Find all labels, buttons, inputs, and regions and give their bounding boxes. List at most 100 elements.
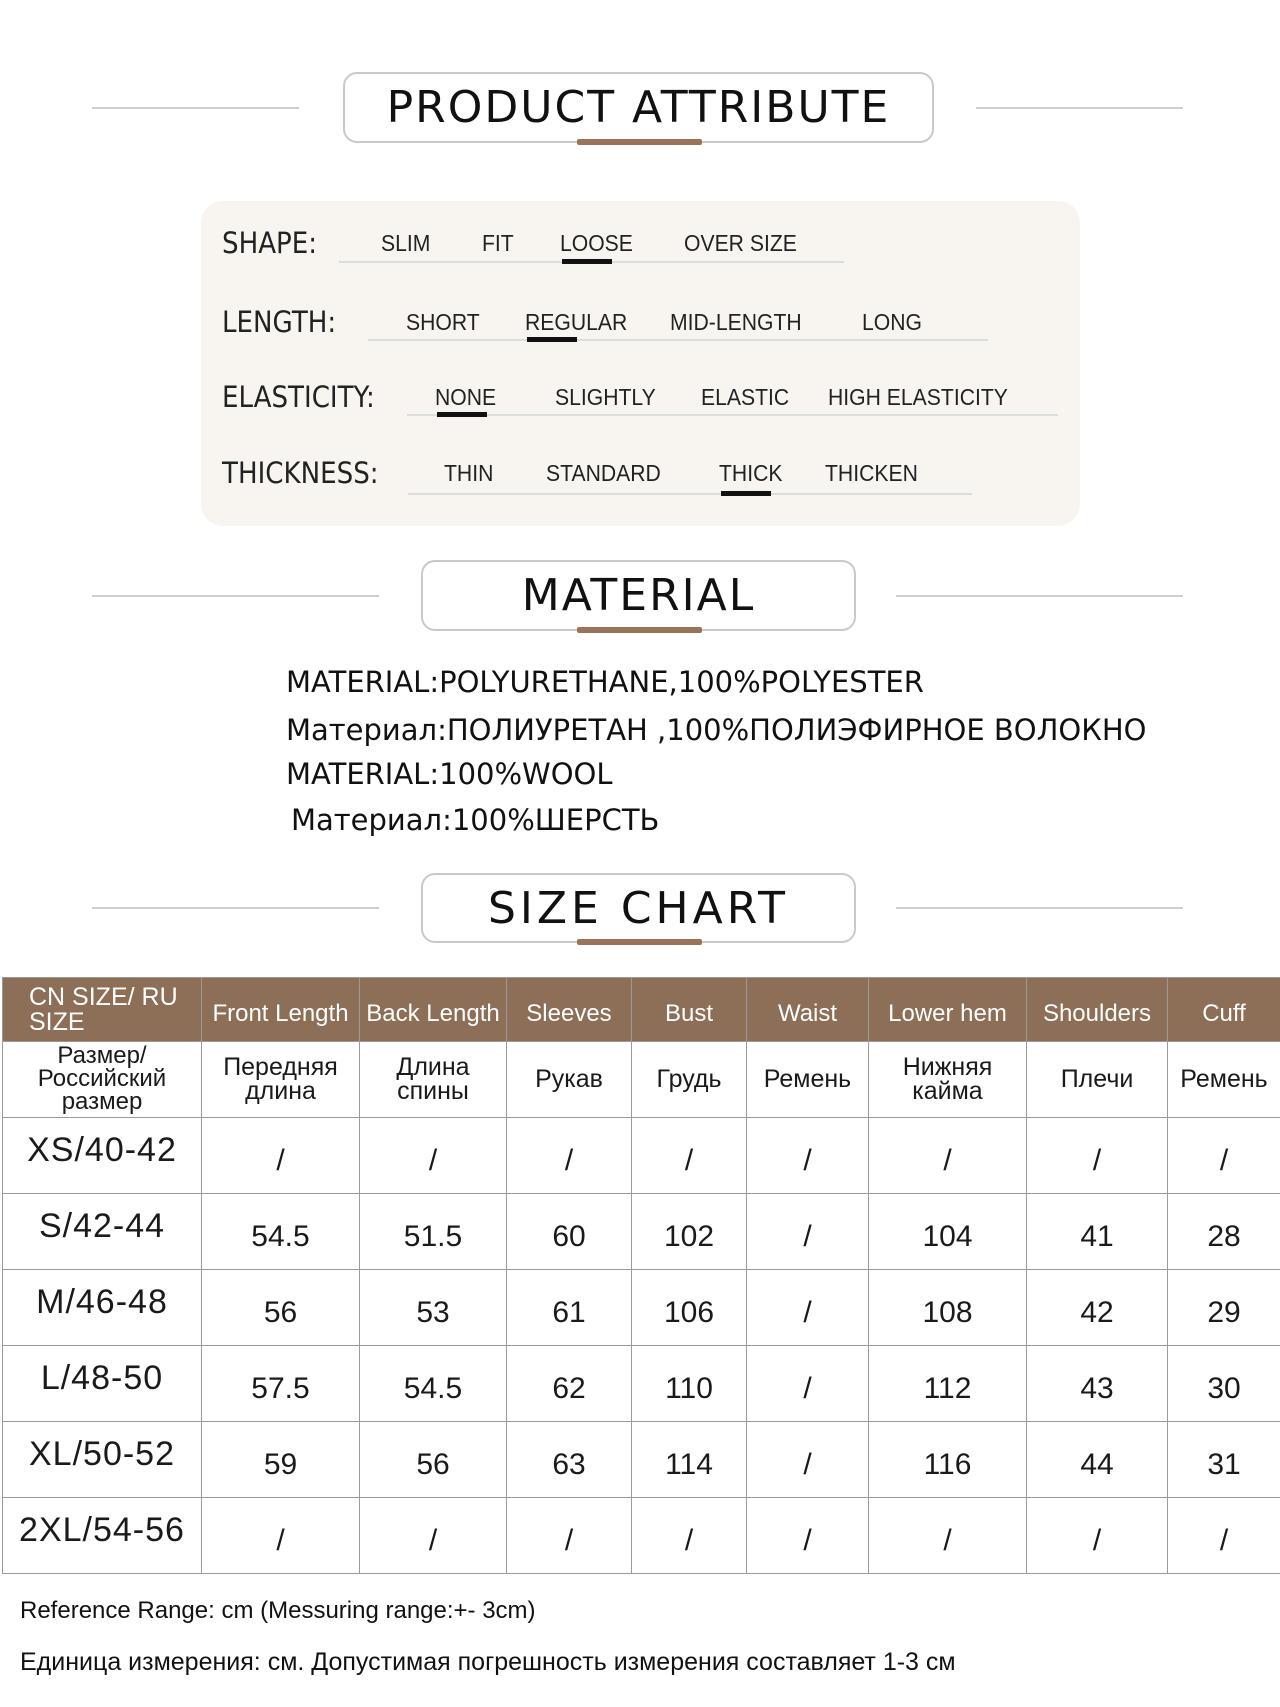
column-header: Bust <box>631 977 747 1042</box>
attribute-option: SLIM <box>381 230 431 256</box>
column-header: CN SIZE/ RU SIZE <box>2 977 202 1042</box>
material-line: MATERIAL:POLYURETHANE,100%POLYESTER <box>286 665 924 699</box>
table-row: XL/50-52 59 56 63 114/116 44 31 <box>2 1421 1280 1498</box>
attribute-option: LOOSE <box>560 230 633 256</box>
divider <box>92 107 299 109</box>
attribute-option: ELASTIC <box>701 384 790 410</box>
table-cell: 116 <box>868 1421 1027 1498</box>
table-cell: / <box>746 1269 869 1346</box>
table-cell: 44 <box>1026 1421 1168 1498</box>
column-header-ru: Длина спины <box>359 1041 507 1118</box>
column-header-ru: Грудь <box>631 1041 747 1118</box>
divider <box>92 907 379 909</box>
table-cell: 28 <box>1167 1193 1280 1270</box>
table-cell: 112 <box>868 1345 1027 1422</box>
size-chart-table: CN SIZE/ RU SIZE Front Length Back Length S… <box>2 977 1280 1574</box>
selected-marker <box>721 491 771 496</box>
size-cell: XL/50-52 <box>2 1421 202 1498</box>
table-cell: / <box>1167 1117 1280 1194</box>
table-cell: 43 <box>1026 1345 1168 1422</box>
column-header: Front Length <box>201 977 360 1042</box>
table-cell: / <box>506 1497 632 1574</box>
column-header: Cuff <box>1167 977 1280 1042</box>
table-cell: / <box>746 1345 869 1422</box>
attribute-label: SHAPE: <box>222 226 318 260</box>
section-title-size-chart: SIZE CHART <box>421 873 856 943</box>
attribute-option: OVER SIZE <box>684 230 797 256</box>
table-cell: 62 <box>506 1345 632 1422</box>
title-accent <box>577 939 702 945</box>
table-cell: 114 <box>631 1421 747 1498</box>
attribute-option: SHORT <box>406 309 480 335</box>
table-cell: / <box>868 1117 1027 1194</box>
column-header-ru: Ремень <box>1167 1041 1280 1118</box>
table-cell: 110 <box>631 1345 747 1422</box>
table-cell: / <box>506 1117 632 1194</box>
table-cell: 41 <box>1026 1193 1168 1270</box>
reference-note-ru: Единица измерения: см. Допустимая погреш… <box>20 1648 956 1676</box>
table-cell: 57.5 <box>201 1345 360 1422</box>
table-cell: / <box>359 1497 507 1574</box>
table-row: S/42-44 54.5 51.5 60 102/104 41 28 <box>2 1193 1280 1270</box>
attribute-rule <box>407 414 1058 416</box>
table-cell: 108 <box>868 1269 1027 1346</box>
table-cell: 63 <box>506 1421 632 1498</box>
table-cell: / <box>746 1497 869 1574</box>
attribute-label: ELASTICITY: <box>222 380 375 414</box>
material-line: Материал:ПОЛИУРЕТАН ,100%ПОЛИЭФИРНОЕ ВОЛ… <box>286 713 1147 747</box>
table-cell: 59 <box>201 1421 360 1498</box>
column-header-ru: Передняя длина <box>201 1041 360 1118</box>
table-cell: 30 <box>1167 1345 1280 1422</box>
column-header: Sleeves <box>506 977 632 1042</box>
attribute-label: THICKNESS: <box>222 456 379 490</box>
attribute-option: REGULAR <box>525 309 628 335</box>
table-cell: 60 <box>506 1193 632 1270</box>
table-row: L/48-50 57.5 54.5 62 110/112 43 30 <box>2 1345 1280 1422</box>
size-cell: L/48-50 <box>2 1345 202 1422</box>
table-cell: / <box>631 1117 747 1194</box>
table-cell: 56 <box>201 1269 360 1346</box>
table-cell: / <box>1026 1497 1168 1574</box>
table-cell: / <box>1167 1497 1280 1574</box>
attribute-option: THICKEN <box>825 460 918 486</box>
table-cell: 54.5 <box>201 1193 360 1270</box>
divider <box>92 595 379 597</box>
attribute-label: LENGTH: <box>222 305 337 339</box>
table-cell: 29 <box>1167 1269 1280 1346</box>
section-title-attribute: PRODUCT ATTRIBUTE <box>343 72 934 143</box>
table-cell: 104 <box>868 1193 1027 1270</box>
table-cell: 42 <box>1026 1269 1168 1346</box>
material-line: Материал:100%ШЕРСТЬ <box>291 803 660 837</box>
reference-note: Reference Range: cm (Messuring range:+- … <box>20 1597 536 1624</box>
selected-marker <box>437 412 487 417</box>
attribute-option: NONE <box>435 384 497 410</box>
attribute-rule <box>408 493 972 495</box>
table-row: M/46-48 56 53 61 106/108 42 29 <box>2 1269 1280 1346</box>
table-cell: 102 <box>631 1193 747 1270</box>
table-cell: / <box>868 1497 1027 1574</box>
attribute-option: THIN <box>444 460 494 486</box>
attribute-rule <box>368 339 988 341</box>
attribute-option: HIGH ELASTICITY <box>828 384 1008 410</box>
title-accent <box>577 139 702 145</box>
table-cell: 31 <box>1167 1421 1280 1498</box>
column-header-ru: Нижняя кайма <box>868 1041 1027 1118</box>
attribute-option: THICK <box>719 460 783 486</box>
size-cell: S/42-44 <box>2 1193 202 1270</box>
column-header-ru: Рукав <box>506 1041 632 1118</box>
table-cell: / <box>201 1117 360 1194</box>
column-header: Waist <box>746 977 869 1042</box>
table-cell: 61 <box>506 1269 632 1346</box>
table-cell: 51.5 <box>359 1193 507 1270</box>
table-row: 2XL/54-56// / / / / / / <box>2 1497 1280 1574</box>
table-cell: / <box>359 1117 507 1194</box>
size-cell: 2XL/54-56 <box>2 1497 202 1574</box>
table-cell: / <box>746 1193 869 1270</box>
selected-marker <box>527 337 577 342</box>
attribute-panel <box>201 201 1080 526</box>
attribute-option: LONG <box>862 309 922 335</box>
divider <box>976 107 1183 109</box>
table-cell: 53 <box>359 1269 507 1346</box>
column-header: Lower hem <box>868 977 1027 1042</box>
table-cell: 106 <box>631 1269 747 1346</box>
